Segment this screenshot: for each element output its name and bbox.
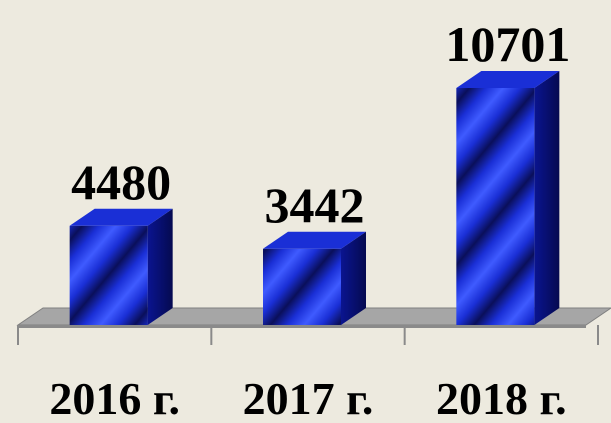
bar-side (341, 231, 366, 325)
bar-top (69, 208, 173, 226)
bar-side (147, 208, 173, 325)
data-label: 3442 (265, 177, 365, 233)
data-label: 4480 (71, 154, 171, 210)
x-tick-label: 2017 г. (243, 373, 374, 423)
bar (456, 88, 535, 325)
floor-edge (18, 325, 586, 328)
x-tick-label: 2016 г. (49, 373, 180, 423)
bar-side (534, 71, 560, 325)
bar-top (456, 71, 560, 88)
bar (69, 225, 148, 325)
data-label: 10701 (445, 16, 570, 72)
bar-top (263, 231, 366, 249)
x-tick-label: 2018 г. (436, 373, 567, 423)
bar (263, 248, 341, 325)
